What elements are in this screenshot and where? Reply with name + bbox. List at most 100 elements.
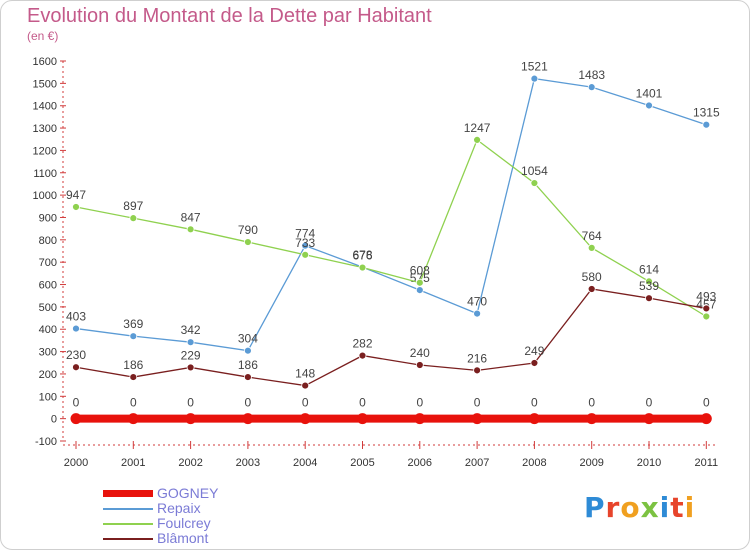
logo-letter: t — [670, 491, 685, 524]
y-tick-label: 100 — [39, 391, 57, 403]
data-label-blâmont: 493 — [696, 289, 716, 303]
y-tick-label: 600 — [39, 280, 57, 292]
data-point-foulcrey — [129, 214, 138, 223]
logo-letter: r — [605, 491, 621, 524]
data-label-repaix: 1315 — [693, 106, 720, 120]
data-point-gogney — [586, 413, 598, 425]
data-label-blâmont: 216 — [467, 351, 487, 365]
x-tick-label: 2007 — [465, 457, 489, 469]
y-tick-label: 300 — [39, 347, 57, 359]
y-tick-label: 1300 — [33, 123, 57, 135]
x-tick-label: 2011 — [694, 457, 718, 469]
y-tick-label: 800 — [39, 235, 57, 247]
legend-item-gogney: GOGNEY — [103, 486, 218, 501]
data-point-foulcrey — [645, 277, 653, 286]
data-label-gogney: 0 — [130, 396, 137, 410]
y-tick-label: 0 — [51, 414, 57, 426]
data-point-gogney — [471, 413, 483, 425]
data-label-gogney: 0 — [359, 396, 366, 410]
data-label-blâmont: 230 — [66, 348, 86, 362]
data-label-blâmont: 539 — [639, 279, 659, 293]
data-point-repaix — [186, 338, 195, 347]
x-tick-label: 2010 — [637, 457, 661, 469]
data-point-blâmont — [415, 361, 424, 369]
data-point-foulcrey — [358, 263, 367, 272]
data-label-foulcrey: 608 — [410, 264, 430, 278]
logo-letter: i — [659, 491, 671, 524]
legend-swatch — [103, 507, 153, 510]
data-label-repaix: 1521 — [521, 60, 548, 74]
data-point-blâmont — [129, 373, 138, 381]
y-tick-label: 400 — [39, 324, 57, 336]
chart-subtitle: (en €) — [27, 29, 59, 43]
data-point-blâmont — [243, 373, 252, 381]
data-point-repaix — [129, 332, 138, 341]
data-point-blâmont — [530, 359, 539, 367]
data-label-repaix: 1483 — [578, 68, 605, 82]
data-point-foulcrey — [587, 243, 596, 252]
legend-label: Repaix — [157, 500, 201, 516]
legend-label: Blâmont — [157, 530, 209, 546]
y-tick-label: 700 — [39, 257, 57, 269]
legend-label: GOGNEY — [157, 485, 219, 501]
data-label-foulcrey: 790 — [238, 223, 258, 237]
legend-swatch — [103, 522, 153, 525]
data-label-blâmont: 148 — [295, 367, 315, 381]
data-point-repaix — [415, 286, 424, 295]
x-tick-label: 2009 — [579, 457, 603, 469]
data-point-repaix — [530, 74, 539, 83]
data-point-gogney — [127, 413, 139, 425]
legend-item-blâmont: Blâmont — [103, 531, 218, 546]
x-tick-label: 2000 — [64, 457, 88, 469]
data-point-blâmont — [186, 363, 195, 372]
x-tick-label: 2008 — [522, 457, 546, 469]
data-point-repaix — [243, 346, 252, 355]
data-label-repaix: 369 — [123, 317, 143, 331]
legend-swatch — [103, 537, 153, 540]
data-label-repaix: 304 — [238, 332, 258, 346]
x-tick-label: 2006 — [408, 457, 432, 469]
legend-item-foulcrey: Foulcrey — [103, 516, 218, 531]
legend: GOGNEY Repaix Foulcrey Blâmont — [103, 486, 218, 546]
data-point-blâmont — [72, 363, 80, 372]
data-label-repaix: 470 — [467, 295, 487, 309]
logo-letter: o — [620, 491, 641, 524]
legend-item-repaix: Repaix — [103, 501, 218, 516]
x-tick-label: 2002 — [178, 457, 202, 469]
data-label-blâmont: 186 — [123, 358, 143, 372]
data-point-foulcrey — [702, 312, 711, 321]
legend-swatch — [103, 490, 153, 497]
logo-letter: i — [684, 491, 696, 524]
legend-label: Foulcrey — [157, 515, 211, 531]
data-label-gogney: 0 — [531, 396, 538, 410]
x-tick-label: 2005 — [350, 457, 374, 469]
data-point-gogney — [299, 413, 311, 425]
y-tick-label: 1200 — [33, 145, 57, 157]
data-label-blâmont: 580 — [582, 270, 602, 284]
data-label-gogney: 0 — [245, 396, 252, 410]
data-label-foulcrey: 897 — [123, 199, 143, 213]
data-label-gogney: 0 — [416, 396, 423, 410]
data-point-repaix — [702, 120, 711, 129]
data-point-gogney — [643, 413, 655, 425]
data-label-foulcrey: 764 — [582, 229, 602, 243]
data-label-repaix: 1401 — [636, 86, 663, 100]
data-point-repaix — [645, 101, 653, 110]
x-tick-label: 2001 — [121, 457, 145, 469]
data-label-foulcrey: 733 — [295, 236, 315, 250]
data-label-gogney: 0 — [73, 396, 80, 410]
data-label-gogney: 0 — [474, 396, 481, 410]
y-tick-label: 1600 — [33, 56, 57, 68]
logo-letter: x — [640, 491, 660, 524]
data-point-repaix — [72, 324, 80, 333]
data-label-foulcrey: 1054 — [521, 164, 548, 178]
data-label-blâmont: 249 — [524, 344, 544, 358]
data-label-gogney: 0 — [703, 396, 710, 410]
data-label-foulcrey: 1247 — [464, 121, 491, 135]
data-point-foulcrey — [243, 238, 252, 246]
data-point-foulcrey — [415, 278, 424, 287]
data-point-foulcrey — [530, 179, 539, 187]
y-tick-label: 1400 — [33, 101, 57, 113]
data-label-gogney: 0 — [588, 396, 595, 410]
